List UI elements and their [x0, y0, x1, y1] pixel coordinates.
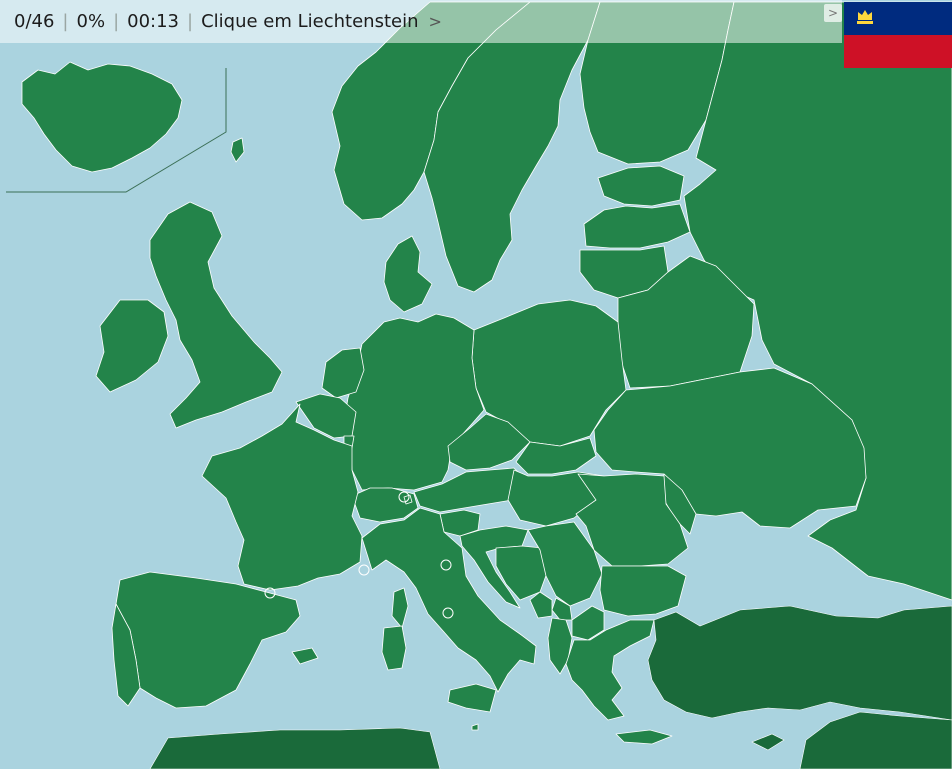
separator: |	[113, 11, 120, 32]
question-prompt: Clique em Liechtenstein	[201, 11, 419, 32]
liechtenstein-marker[interactable]	[398, 491, 410, 503]
italy[interactable]	[361, 507, 537, 693]
estonia[interactable]	[597, 165, 685, 207]
timer: 00:13	[127, 11, 180, 32]
cyprus	[751, 733, 785, 751]
iceland-inset-frame	[6, 68, 227, 193]
netherlands[interactable]	[321, 347, 365, 399]
separator: |	[62, 11, 69, 32]
switzerland[interactable]	[351, 487, 419, 523]
separator: |	[187, 11, 194, 32]
belgium[interactable]	[295, 393, 357, 439]
iceland[interactable]	[21, 61, 183, 173]
czech-republic[interactable]	[447, 413, 531, 471]
belarus[interactable]	[617, 255, 755, 389]
score-counter: 0/46	[14, 11, 55, 32]
greece[interactable]	[565, 619, 655, 721]
sweden[interactable]	[423, 1, 601, 293]
corsica[interactable]	[391, 587, 409, 629]
sicily[interactable]	[447, 683, 497, 713]
flag-bottom-stripe	[844, 35, 952, 68]
skip-button[interactable]: >	[428, 12, 442, 31]
albania[interactable]	[547, 617, 573, 675]
poland[interactable]	[471, 299, 627, 447]
flag-toggle-button[interactable]: >	[824, 4, 842, 22]
montenegro[interactable]	[529, 591, 553, 619]
united-kingdom[interactable]	[149, 201, 283, 429]
portugal[interactable]	[111, 603, 141, 707]
ireland[interactable]	[95, 299, 169, 393]
andorra-marker[interactable]	[264, 587, 276, 599]
percent-correct: 0%	[76, 11, 106, 32]
france[interactable]	[201, 403, 363, 591]
balearic-islands[interactable]	[291, 647, 319, 665]
sardinia[interactable]	[381, 625, 407, 671]
denmark[interactable]	[383, 235, 433, 313]
serbia[interactable]	[527, 521, 603, 607]
turkey	[647, 605, 952, 721]
crown-icon	[857, 10, 873, 24]
romania[interactable]	[575, 473, 689, 567]
vatican-marker[interactable]	[442, 607, 454, 619]
liechtenstein-flag	[844, 2, 952, 68]
russia[interactable]	[683, 1, 952, 601]
faroe-islands[interactable]	[230, 137, 245, 163]
ukraine[interactable]	[593, 367, 867, 529]
status-bar: 0/46 | 0% | 00:13 | Clique em Liechtenst…	[0, 0, 842, 43]
crete[interactable]	[615, 729, 673, 745]
north-macedonia[interactable]	[571, 605, 605, 641]
bulgaria[interactable]	[599, 565, 687, 617]
middle-east	[799, 711, 952, 769]
north-africa	[149, 727, 441, 769]
monaco-marker[interactable]	[358, 564, 370, 576]
san-marino-marker[interactable]	[440, 559, 452, 571]
slovakia[interactable]	[515, 437, 597, 475]
spain[interactable]	[115, 571, 301, 709]
malta[interactable]	[471, 723, 479, 731]
latvia[interactable]	[583, 203, 691, 249]
